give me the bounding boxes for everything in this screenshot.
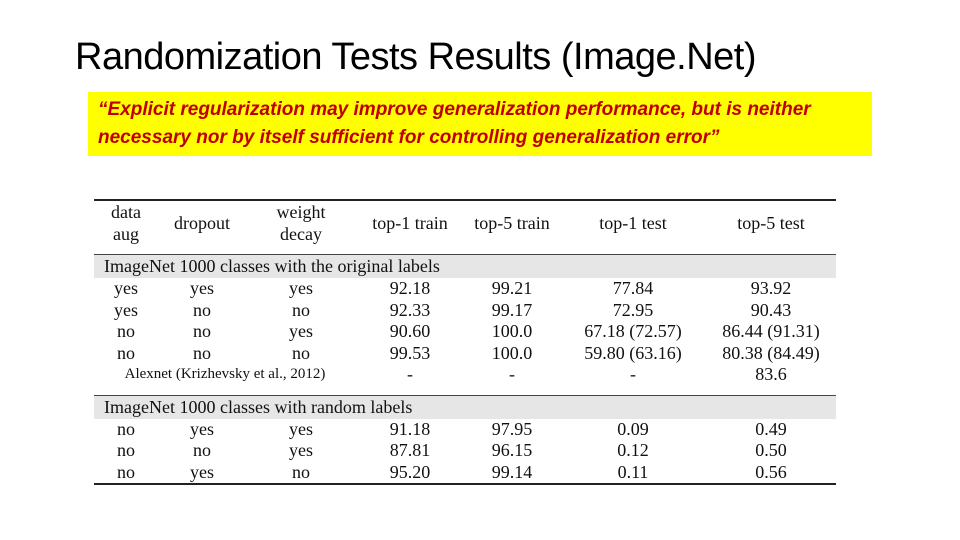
table-cell: no (94, 461, 158, 485)
table-cell: 90.60 (389, 321, 431, 341)
table-cell: - (407, 364, 413, 384)
table-cell: no (246, 461, 356, 485)
table-cell: 100.0 (491, 321, 533, 341)
table-cell: 77.84 (612, 278, 654, 298)
header-dropout: dropout (174, 213, 230, 233)
header-top5-train: top-5 train (474, 213, 550, 233)
header-weight-decay: weight (276, 202, 326, 222)
header-weight-decay-line2: decay (280, 224, 322, 244)
header-data-aug: data (111, 202, 141, 222)
header-top1-train: top-1 train (372, 213, 448, 233)
table-cell: no (193, 342, 211, 363)
header-data-aug-line2: aug (113, 224, 139, 244)
section-header: ImageNet 1000 classes with the original … (94, 254, 836, 278)
table-cell: 72.95 (612, 299, 654, 320)
table-cell: 59.80 (63.16) (584, 342, 682, 363)
table-cell: no (117, 342, 135, 363)
table-cell: 99.17 (491, 299, 533, 320)
table-cell: yes (190, 418, 214, 439)
table-cell: no (292, 299, 310, 320)
table-cell: 99.14 (464, 461, 560, 485)
table-cell: yes (289, 321, 313, 341)
table-cell: 0.09 (617, 418, 649, 439)
table-cell: no (117, 418, 135, 439)
table-cell: yes (289, 278, 313, 298)
results-table: data dropout weight top-1 train top-5 tr… (94, 199, 836, 485)
table-cell: yes (190, 278, 214, 298)
table-cell: 80.38 (84.49) (722, 342, 820, 363)
table-cell: 67.18 (72.57) (584, 321, 682, 341)
table-cell: 99.53 (389, 342, 431, 363)
table-row: no no yes 90.60 100.0 67.18 (72.57) 86.4… (94, 321, 836, 343)
table-header-row-2: aug decay (94, 223, 836, 245)
table-row: yes yes yes 92.18 99.21 77.84 93.92 (94, 278, 836, 300)
alexnet-label: Alexnet (Krizhevsky et al., 2012) (124, 366, 326, 382)
table-cell: no (193, 299, 211, 320)
slide-title: Randomization Tests Results (Image.Net) (75, 36, 756, 78)
table-cell: 0.50 (755, 440, 787, 460)
table-row: no yes no 95.20 99.14 0.11 0.56 (94, 461, 836, 485)
table-cell: 100.0 (491, 342, 533, 363)
table-cell: 86.44 (91.31) (722, 321, 820, 341)
section-title-random: ImageNet 1000 classes with random labels (94, 394, 836, 419)
table-cell: 90.43 (750, 299, 792, 320)
table-row-alexnet: Alexnet (Krizhevsky et al., 2012) - - - … (94, 364, 836, 386)
table-cell: yes (289, 418, 313, 439)
header-top5-test: top-5 test (737, 213, 805, 233)
table-cell: 93.92 (750, 278, 792, 298)
table-cell: 87.81 (389, 440, 431, 460)
table-cell: 0.56 (706, 461, 836, 485)
table-cell: - (630, 364, 636, 384)
quote-box: “Explicit regularization may improve gen… (88, 92, 872, 156)
table-cell: no (193, 321, 211, 341)
table-cell: no (193, 440, 211, 460)
table-row: no yes yes 91.18 97.95 0.09 0.49 (94, 419, 836, 441)
table-row: no no yes 87.81 96.15 0.12 0.50 (94, 440, 836, 462)
table-cell: 0.49 (755, 418, 787, 439)
table-row: yes no no 92.33 99.17 72.95 90.43 (94, 300, 836, 322)
table-cell: 83.6 (755, 364, 787, 384)
section-header: ImageNet 1000 classes with random labels (94, 394, 836, 419)
table-cell: 92.33 (389, 299, 431, 320)
table-row: no no no 99.53 100.0 59.80 (63.16) 80.38… (94, 343, 836, 365)
table-cell: 92.18 (389, 278, 431, 298)
table-cell: 91.18 (389, 418, 431, 439)
table-cell: yes (114, 278, 138, 298)
table-cell: yes (289, 440, 313, 460)
table-cell: 95.20 (356, 461, 464, 485)
table-cell: no (292, 342, 310, 363)
table-cell: 97.95 (491, 418, 533, 439)
table-cell: 99.21 (491, 278, 533, 298)
table-cell: no (117, 321, 135, 341)
table-cell: 96.15 (491, 440, 533, 460)
table-cell: yes (114, 299, 138, 320)
quote-text: “Explicit regularization may improve gen… (98, 99, 811, 148)
table-cell: 0.11 (560, 461, 706, 485)
header-top1-test: top-1 test (599, 213, 667, 233)
table-header-row-1: data dropout weight top-1 train top-5 tr… (94, 200, 836, 233)
table-cell: 0.12 (617, 440, 649, 460)
section-title-original: ImageNet 1000 classes with the original … (94, 254, 836, 278)
table-cell: no (117, 440, 135, 460)
table-cell: - (509, 364, 515, 384)
table-cell: yes (158, 461, 246, 485)
